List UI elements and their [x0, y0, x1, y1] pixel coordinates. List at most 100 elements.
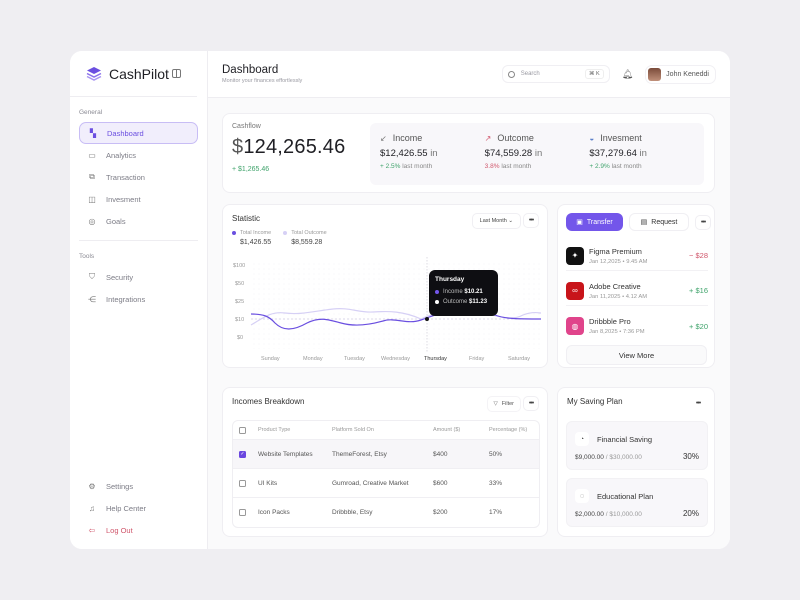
piggy-bank-icon: ◔ — [575, 432, 589, 446]
search-input[interactable]: Search ⌘ K — [501, 65, 610, 83]
logout-icon: ⇦ — [88, 525, 96, 535]
saving-title: My Saving Plan — [567, 397, 623, 406]
filter-button[interactable]: ▽ Filter — [486, 396, 521, 412]
sidebar: CashPilot General ▚ Dashboard ▭ Analytics … — [70, 51, 208, 549]
avatar — [648, 67, 662, 81]
svg-text:$0: $0 — [237, 335, 243, 341]
table-row[interactable]: Icon Packs Dribbble, Etsy $200 17% — [233, 498, 539, 527]
sidebar-item-analytics[interactable]: ▭ Analytics — [79, 144, 198, 166]
sidebar-item-help-center[interactable]: ♫ Help Center — [79, 497, 198, 519]
stat-outcome: ↗ Outcome $74,559.28 in 3.8% last month — [484, 133, 543, 170]
chevron-down-icon: ⌄ — [508, 218, 513, 224]
filter-icon: ▽ — [493, 401, 498, 407]
request-icon: ▤ — [640, 219, 648, 226]
incomes-title: Incomes Breakdown — [232, 397, 305, 406]
goals-icon: ◎ — [88, 216, 96, 226]
sidebar-item-goals[interactable]: ◎ Goals — [79, 210, 198, 232]
figma-icon: ✦ — [566, 246, 584, 265]
integrations-icon: ⋲ — [88, 294, 96, 304]
stack-logo-icon — [86, 66, 102, 81]
svg-text:Saturday: Saturday — [508, 356, 530, 362]
saving-plan-card: My Saving Plan ••• ◔ Financial Saving $9,… — [557, 387, 715, 537]
investment-icon: ◫ — [88, 194, 96, 204]
view-more-button[interactable]: View More — [566, 345, 707, 365]
select-all-checkbox[interactable] — [239, 426, 246, 434]
svg-text:$10: $10 — [235, 317, 244, 323]
more-button[interactable]: ••• — [690, 396, 706, 411]
line-chart[interactable]: $100 $50 $25 $10 $0 Sunday Monday Tuesday Wedne… — [223, 253, 549, 369]
brand-name: CashPilot — [109, 65, 169, 82]
svg-text:$50: $50 — [235, 281, 244, 287]
transfer-button[interactable]: ▣ Transfer — [566, 213, 623, 231]
section-label-tools: Tools — [79, 253, 95, 260]
divider — [79, 240, 198, 241]
legend-dot-income — [232, 231, 236, 235]
page-subtitle: Monitor your finances effortlessly — [222, 78, 303, 84]
row-checkbox[interactable] — [239, 509, 246, 516]
sidebar-item-label: Integrations — [106, 294, 146, 304]
education-icon: ◌ — [575, 489, 589, 503]
row-checkbox[interactable] — [239, 479, 246, 487]
request-button[interactable]: ▤ Request — [629, 213, 689, 231]
cashflow-change: + $1,265.46 — [232, 166, 270, 173]
row-checkbox[interactable]: ✓ — [239, 450, 246, 458]
arrow-down-left-icon: ↙ — [380, 133, 387, 143]
chart-tooltip: Thursday Income $10.21 Outcome $11.23 — [429, 270, 498, 316]
user-menu[interactable]: John Keneddi — [645, 64, 716, 84]
sidebar-item-integrations[interactable]: ⋲ Integrations — [79, 288, 198, 310]
more-button[interactable]: ••• — [523, 396, 539, 411]
briefcase-icon: ◒ — [589, 133, 595, 143]
svg-text:Tuesday: Tuesday — [344, 356, 365, 362]
sidebar-toggle-icon[interactable] — [172, 69, 181, 78]
transaction-row[interactable]: ∞ Adobe Creative Jan 11,2025 • 4.12 AM + … — [566, 276, 708, 306]
dribbble-icon: ◍ — [566, 317, 584, 335]
search-placeholder: Search — [520, 71, 540, 77]
table-row[interactable]: UI Kits Gumroad, Creative Market $600 33… — [233, 469, 539, 498]
arrow-up-right-icon: ↗ — [484, 133, 492, 143]
transaction-row[interactable]: ✦ Figma Premium Jan 12,2025 • 9.45 AM − $… — [566, 241, 708, 271]
user-name: John Keneddi — [666, 70, 709, 78]
sidebar-item-logout[interactable]: ⇦ Log Out — [79, 519, 198, 541]
svg-text:$25: $25 — [235, 299, 244, 305]
bell-icon[interactable]: 🔔︎ — [621, 68, 634, 79]
more-button[interactable]: ••• — [523, 213, 539, 228]
legend-dot-outcome — [283, 231, 288, 235]
table-header: Product Type Platform Sold On Amount ($)… — [233, 421, 539, 440]
sidebar-item-label: Log Out — [106, 525, 133, 535]
gear-icon: ⚙ — [88, 481, 96, 491]
period-dropdown[interactable]: Last Month ⌄ — [471, 213, 521, 229]
sidebar-item-label: Goals — [106, 216, 126, 226]
sidebar-item-settings[interactable]: ⚙ Settings — [79, 475, 198, 497]
sidebar-item-label: Dashboard — [107, 128, 144, 138]
page-title: Dashboard — [222, 64, 279, 76]
headset-icon: ♫ — [89, 503, 95, 513]
cashflow-card: Cashflow $124,265.46 + $1,265.46 ↙ Income… — [222, 113, 715, 193]
svg-text:Wednesday: Wednesday — [381, 356, 410, 362]
chart-legend: Total Income $1,426.55 Total Outcome $8,55… — [232, 230, 327, 246]
transaction-row[interactable]: ◍ Dribbble Pro Jan 8,2025 • 7:36 PM + $20 — [566, 311, 708, 341]
saving-plan-item[interactable]: ◔ Financial Saving $9,000.00 / $30,000.00… — [566, 421, 708, 470]
dashboard-icon: ▚ — [89, 128, 97, 138]
cashflow-stats: ↙ Income $12,426.55 in + 2.5% last month … — [370, 123, 704, 185]
adobe-icon: ∞ — [566, 281, 584, 300]
table-row[interactable]: ✓ Website Templates ThemeForest, Etsy $4… — [233, 440, 539, 469]
sidebar-item-label: Transaction — [106, 172, 145, 182]
top-bar: Dashboard Monitor your finances effortle… — [208, 51, 730, 98]
sidebar-item-transaction[interactable]: ⧉ Transaction — [79, 166, 198, 188]
sidebar-item-label: Analytics — [106, 150, 137, 160]
analytics-icon: ▭ — [88, 150, 96, 160]
more-button[interactable]: ••• — [695, 214, 711, 230]
section-label-general: General — [79, 109, 103, 116]
sidebar-item-label: Invesment — [106, 194, 141, 204]
brand: CashPilot — [70, 51, 197, 97]
cashflow-label: Cashflow — [232, 123, 261, 130]
sidebar-item-investment[interactable]: ◫ Invesment — [79, 188, 198, 210]
sidebar-item-dashboard[interactable]: ▚ Dashboard — [79, 122, 198, 144]
saving-plan-item[interactable]: ◌ Educational Plan $2,000.00 / $10,000.00… — [566, 478, 708, 527]
shield-icon: ⛉ — [89, 272, 95, 281]
app-window: CashPilot General ▚ Dashboard ▭ Analytics … — [70, 51, 730, 549]
sidebar-item-label: Help Center — [106, 503, 147, 513]
shortcut-badge: ⌘ K — [585, 69, 604, 79]
main-content: Dashboard Monitor your finances effortle… — [208, 51, 730, 549]
sidebar-item-security[interactable]: ⛉ Security — [79, 266, 198, 288]
